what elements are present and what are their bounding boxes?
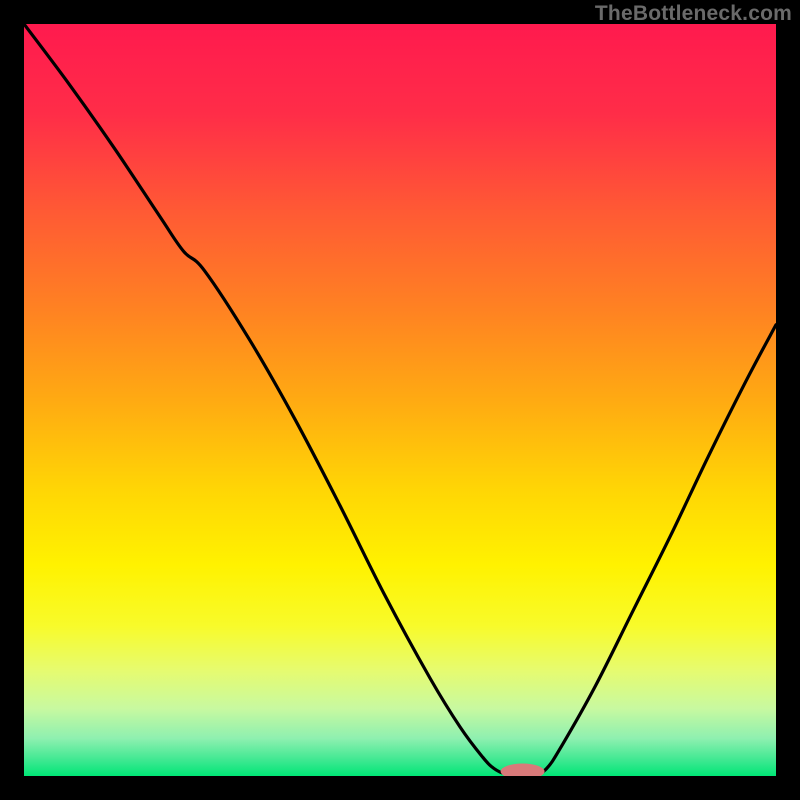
attribution-text: TheBottleneck.com <box>595 2 792 26</box>
plot-area <box>24 24 776 776</box>
gradient-background <box>24 24 776 776</box>
chart-container: TheBottleneck.com <box>0 0 800 800</box>
